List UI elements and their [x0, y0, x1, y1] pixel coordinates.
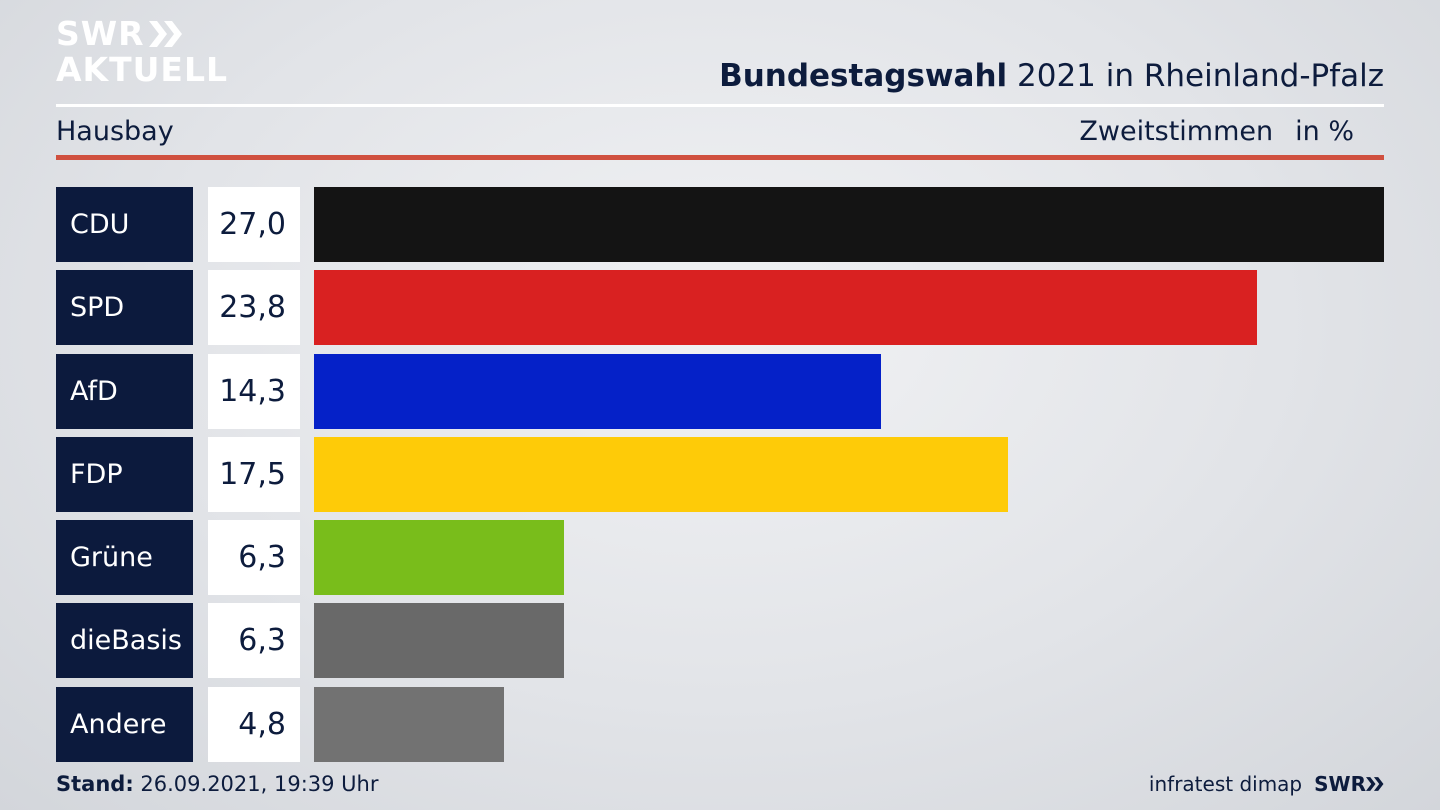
- bar-row: SPD 23,8: [56, 270, 1384, 346]
- value-label: 17,5: [208, 436, 300, 512]
- bar-row: Grüne 6,3: [56, 520, 1384, 596]
- bar-track: [314, 686, 1384, 762]
- value-label: 27,0: [208, 187, 300, 262]
- bar-track: [314, 270, 1384, 346]
- source-label: infratest dimap: [1148, 772, 1303, 796]
- party-label: AfD: [56, 353, 193, 429]
- header-divider: [56, 104, 1384, 107]
- party-label: dieBasis: [56, 603, 193, 679]
- logo-line2: AKTUELL: [56, 50, 229, 89]
- bar: [314, 603, 564, 679]
- value-label: 4,8: [208, 686, 300, 762]
- bar-row: CDU 27,0: [56, 187, 1384, 262]
- bar-track: [314, 187, 1384, 262]
- bar-row: Andere 4,8: [56, 686, 1384, 762]
- timestamp: Stand: 26.09.2021, 19:39 Uhr: [56, 772, 379, 796]
- party-label: SPD: [56, 270, 193, 346]
- stand-value: 26.09.2021, 19:39 Uhr: [133, 772, 379, 796]
- measure-name: Zweitstimmen: [1079, 116, 1274, 147]
- value-label: 14,3: [208, 353, 300, 429]
- accent-divider: [56, 155, 1384, 160]
- bar-track: [314, 436, 1384, 512]
- chart-title: Bundestagswahl 2021 in Rheinland-Pfalz: [719, 58, 1384, 94]
- bar: [314, 520, 564, 596]
- bar-track: [314, 353, 1384, 429]
- double-chevron-icon: [1366, 777, 1384, 791]
- region-label: Hausbay: [56, 116, 174, 147]
- bar: [314, 686, 504, 762]
- title-bold: Bundestagswahl: [719, 58, 1008, 94]
- bar-row: AfD 14,3: [56, 353, 1384, 429]
- bar-track: [314, 520, 1384, 596]
- value-label: 6,3: [208, 603, 300, 679]
- logo-line1: SWR: [56, 14, 145, 53]
- party-label: Andere: [56, 686, 193, 762]
- title-rest: 2021 in Rheinland-Pfalz: [1007, 58, 1384, 94]
- bar: [314, 187, 1384, 262]
- bar-row: dieBasis 6,3: [56, 603, 1384, 679]
- measure-label: Zweitstimmen in %: [1079, 116, 1354, 147]
- party-label: Grüne: [56, 520, 193, 596]
- bar: [314, 436, 1008, 512]
- swr-aktuell-logo: SWR AKTUELL: [56, 16, 228, 88]
- footer-brand: SWR: [1314, 772, 1384, 796]
- bar: [314, 353, 881, 429]
- bar: [314, 270, 1257, 346]
- value-label: 6,3: [208, 520, 300, 596]
- footer-brand-text: SWR: [1314, 772, 1366, 796]
- double-chevron-icon: [148, 21, 182, 47]
- party-label: CDU: [56, 187, 193, 262]
- bar-chart: CDU 27,0 SPD 23,8 AfD 14,3 FDP 17,5 Grüne 6,3 dieB…: [56, 187, 1384, 770]
- source-credit: infratest dimap SWR: [1149, 772, 1384, 796]
- bar-track: [314, 603, 1384, 679]
- bar-row: FDP 17,5: [56, 436, 1384, 512]
- unit-label: in %: [1295, 116, 1354, 147]
- stand-label: Stand:: [56, 772, 134, 796]
- value-label: 23,8: [208, 270, 300, 346]
- party-label: FDP: [56, 436, 193, 512]
